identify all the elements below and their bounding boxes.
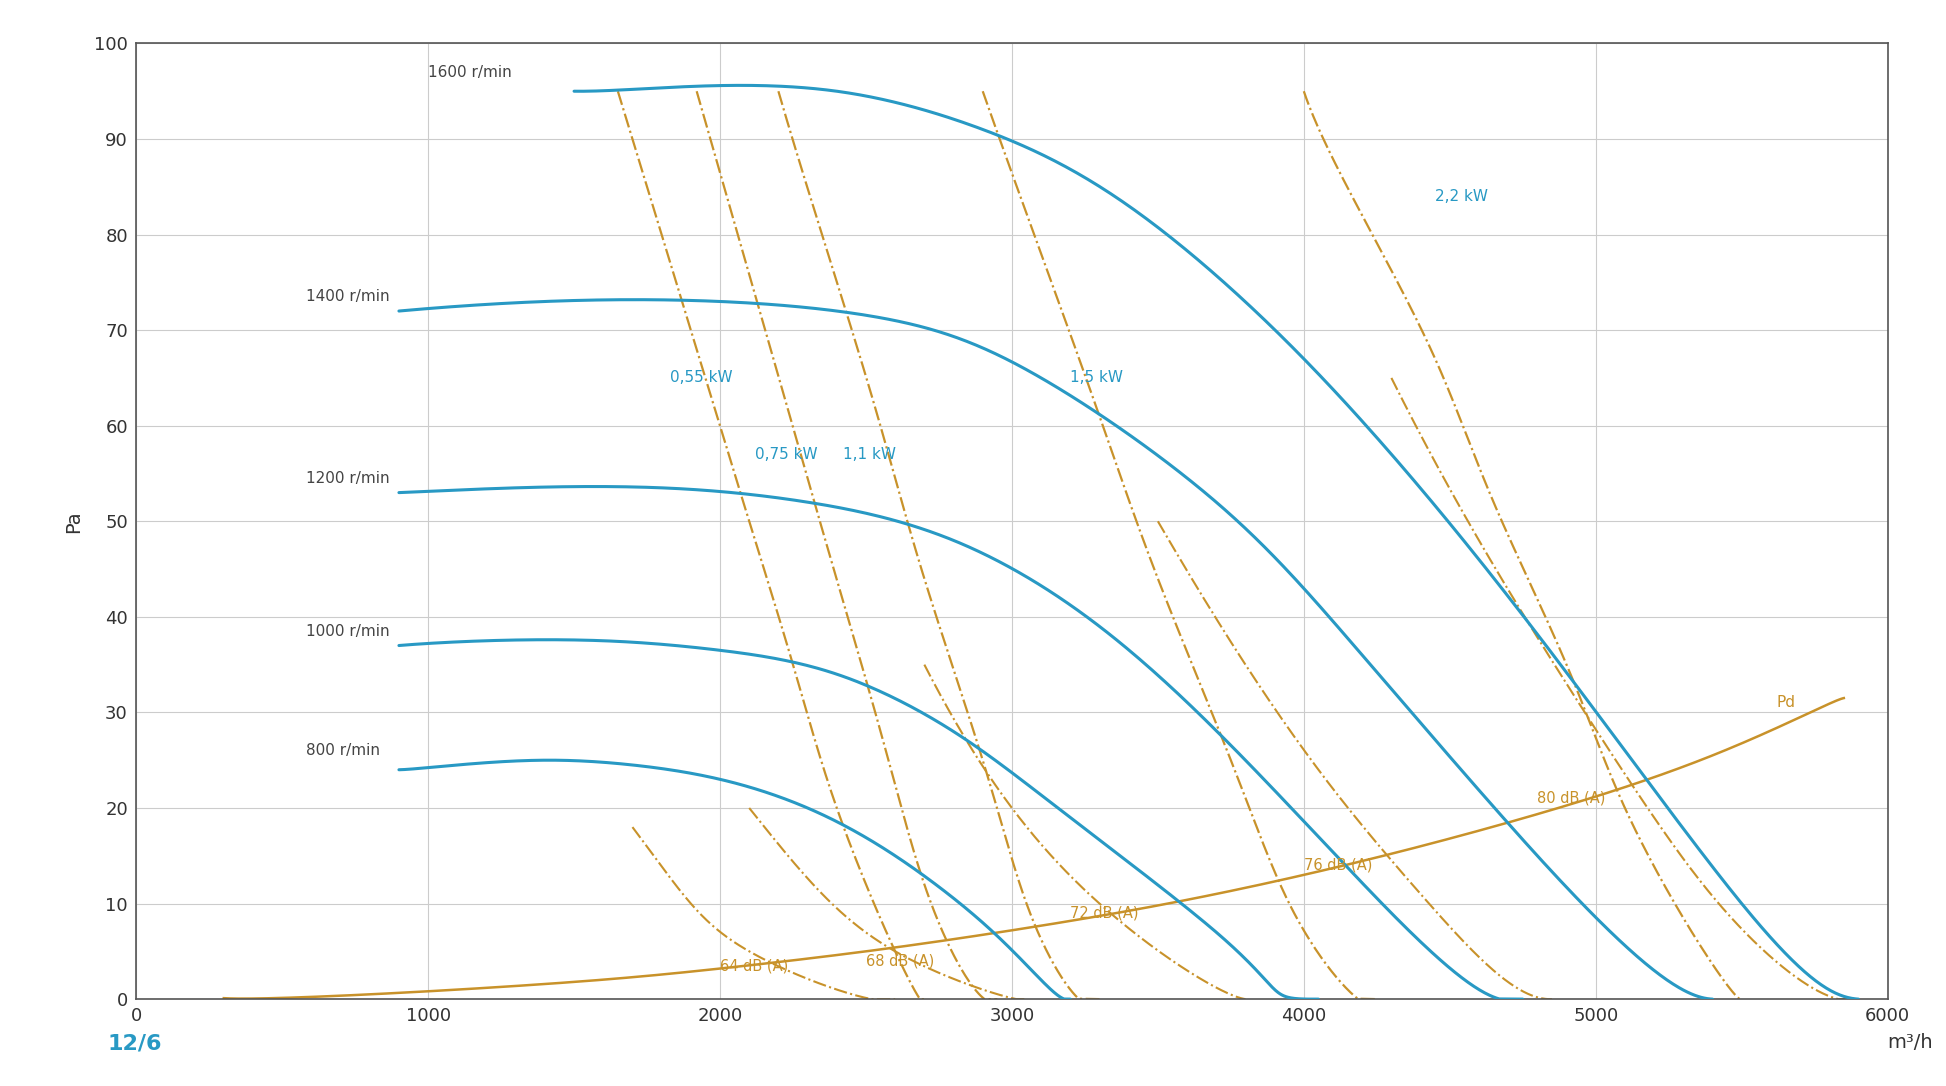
Text: 1400 r/min: 1400 r/min — [306, 289, 389, 304]
Text: 1,1 kW: 1,1 kW — [843, 446, 895, 462]
Text: 12/6: 12/6 — [107, 1034, 162, 1053]
Text: Pd: Pd — [1777, 695, 1796, 710]
Text: 1200 r/min: 1200 r/min — [306, 470, 389, 485]
Text: 76 dB (A): 76 dB (A) — [1304, 858, 1372, 873]
Text: m³/h: m³/h — [1888, 1033, 1932, 1051]
Text: 0,55 kW: 0,55 kW — [669, 370, 734, 386]
Text: 64 dB (A): 64 dB (A) — [720, 958, 788, 973]
Text: 68 dB (A): 68 dB (A) — [866, 954, 934, 969]
Text: 80 dB (A): 80 dB (A) — [1537, 791, 1605, 806]
Text: 1600 r/min: 1600 r/min — [428, 64, 512, 79]
Text: 1,5 kW: 1,5 kW — [1070, 370, 1123, 386]
Text: 72 dB (A): 72 dB (A) — [1070, 906, 1138, 921]
Text: 800 r/min: 800 r/min — [306, 743, 379, 758]
Text: 0,75 kW: 0,75 kW — [755, 446, 817, 462]
Y-axis label: Pa: Pa — [64, 510, 84, 532]
Text: 2,2 kW: 2,2 kW — [1436, 189, 1489, 204]
Text: 1000 r/min: 1000 r/min — [306, 623, 389, 639]
